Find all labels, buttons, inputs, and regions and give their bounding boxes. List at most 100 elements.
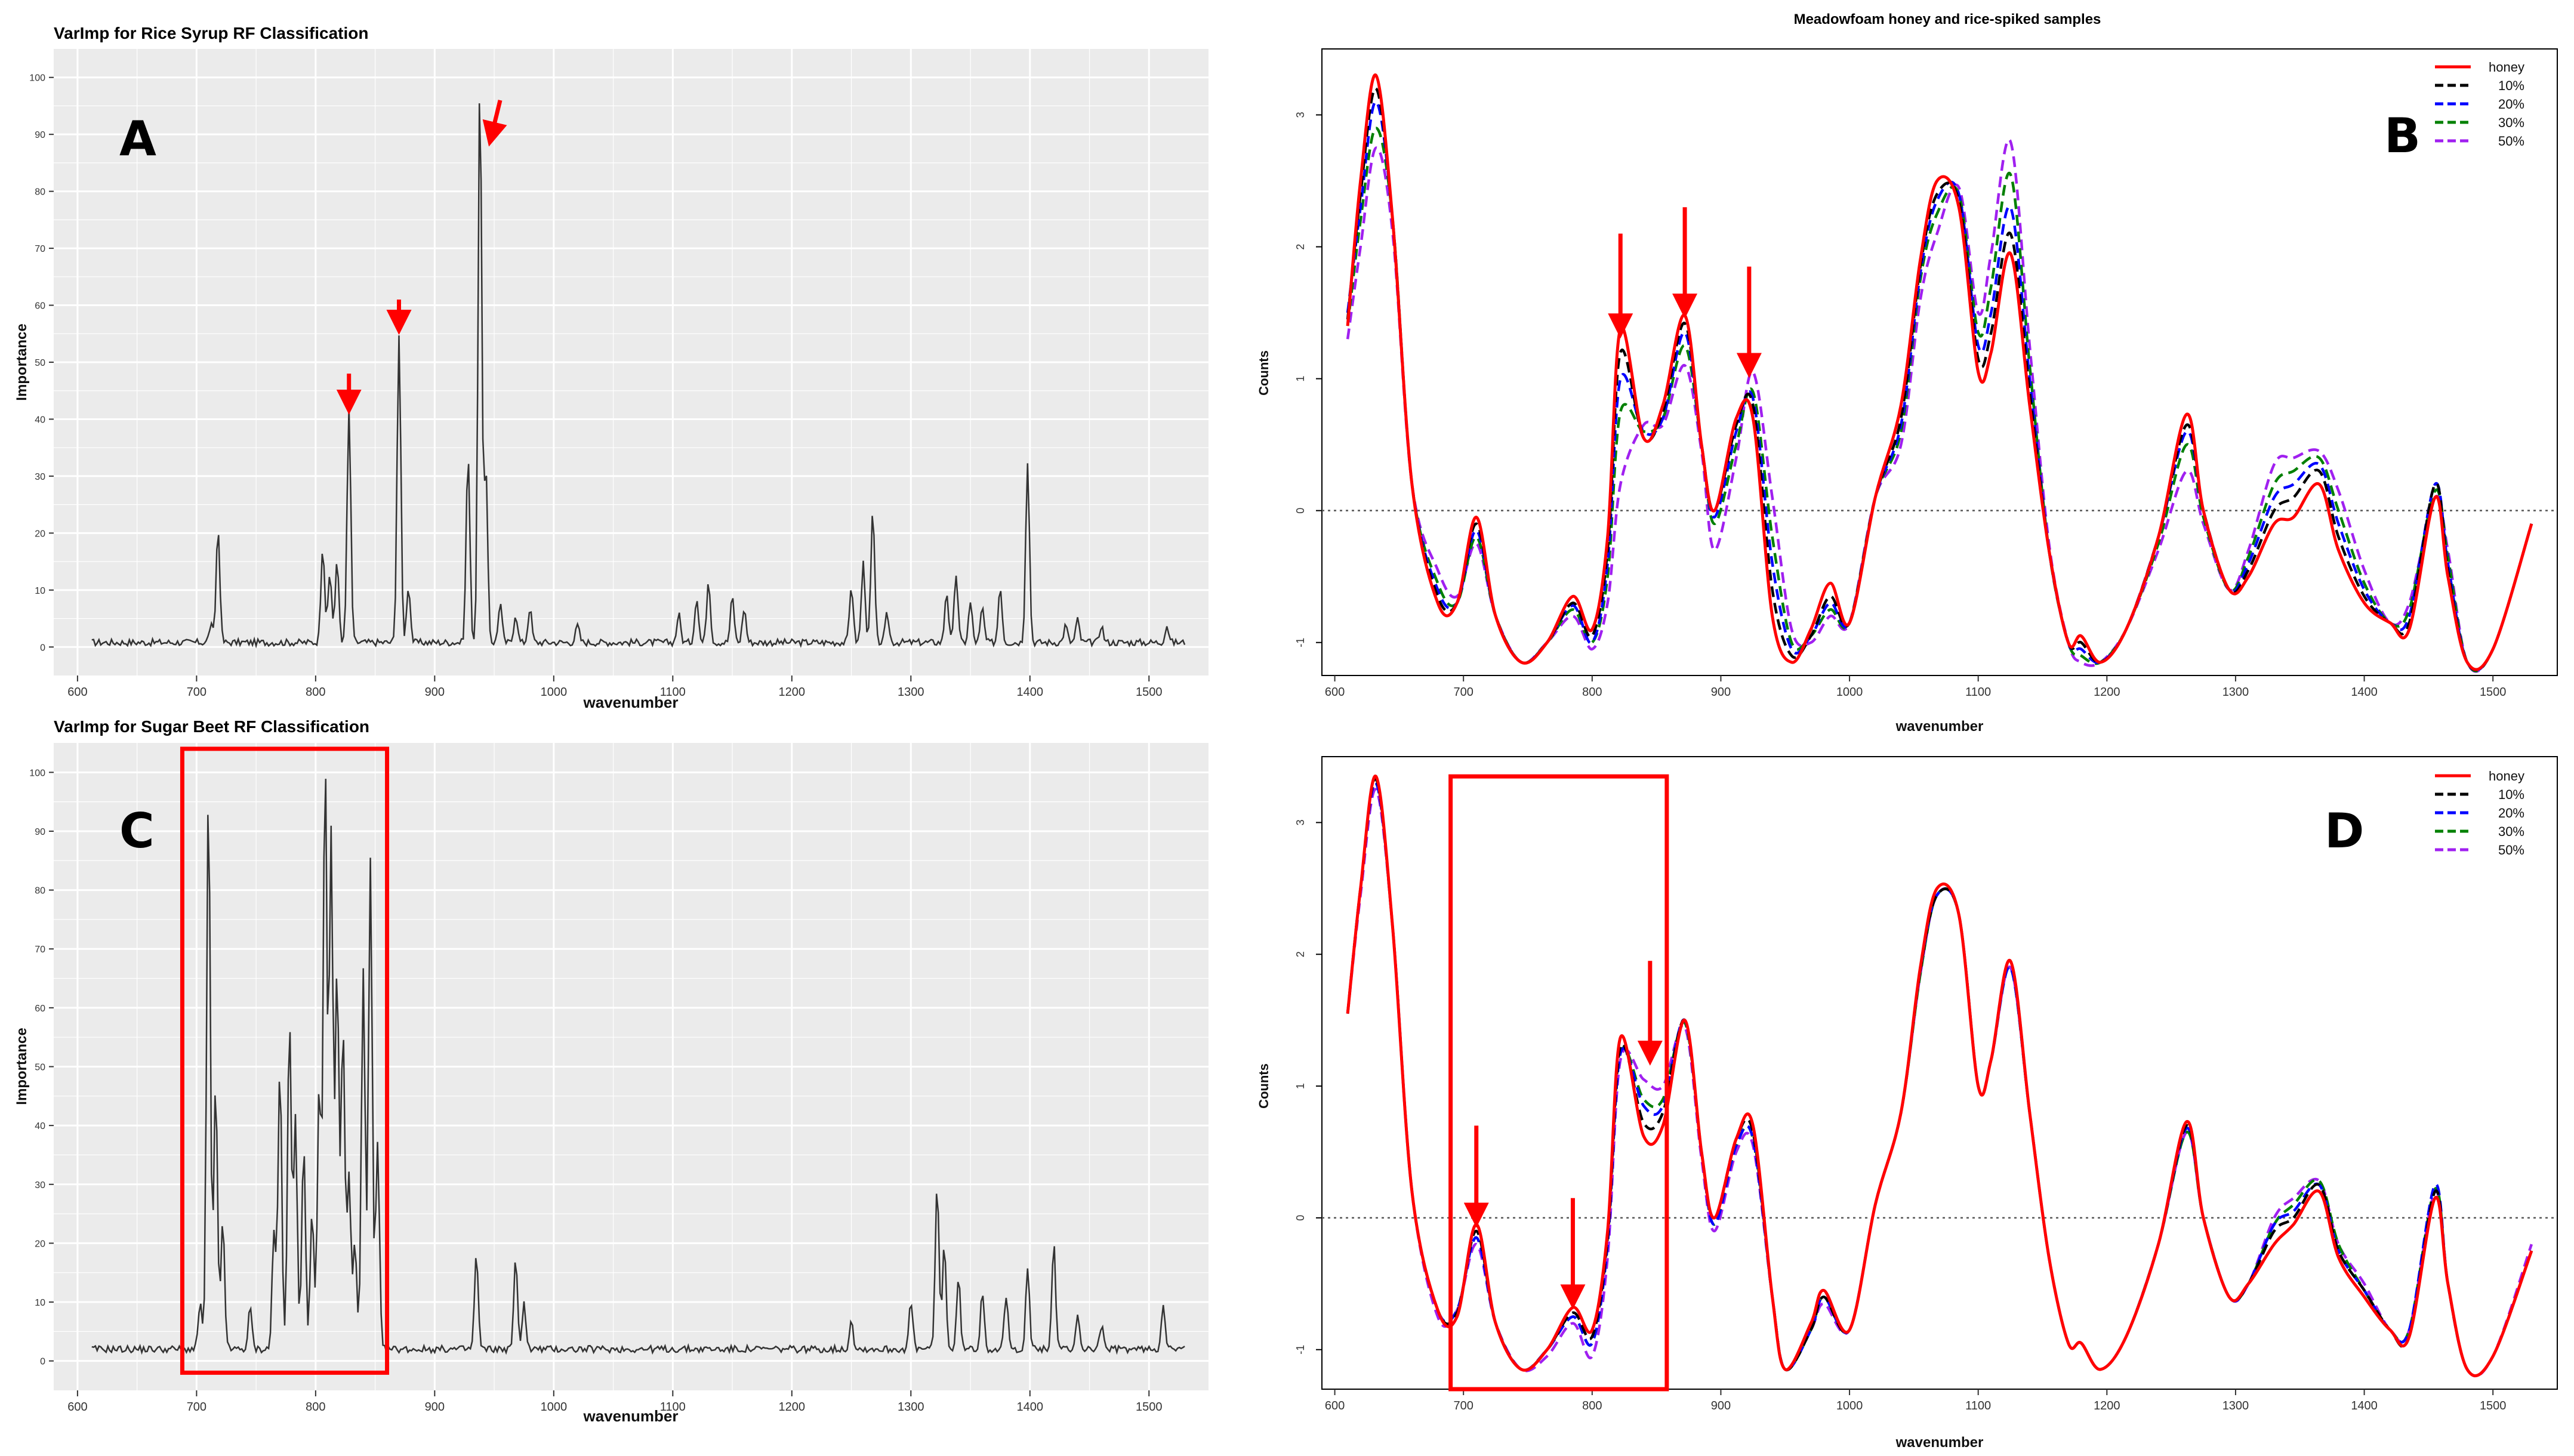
y-tick-label: 100: [29, 73, 45, 84]
legend-label: honey: [2489, 769, 2524, 783]
y-tick-label: 60: [35, 1004, 45, 1014]
panel-c-title: VarImp for Sugar Beet RF Classification: [54, 717, 369, 736]
panel-c-x-label: wavenumber: [583, 1407, 679, 1425]
x-tick-label: 1000: [1836, 686, 1863, 699]
x-tick-label: 1300: [2222, 1399, 2249, 1412]
x-tick-label: 900: [425, 686, 445, 699]
x-tick-label: 1100: [1965, 686, 1991, 699]
y-tick-label: 1: [1294, 1083, 1306, 1089]
x-tick-label: 1000: [1836, 1399, 1863, 1412]
y-tick-label: 20: [35, 1239, 45, 1249]
x-tick-label: 1300: [898, 1401, 924, 1414]
x-tick-label: 700: [187, 1401, 206, 1414]
x-tick-label: 700: [187, 686, 206, 699]
x-tick-label: 800: [1582, 686, 1602, 699]
panel-d-y-label: Counts: [1256, 1063, 1271, 1109]
annotation-box: [180, 746, 390, 1375]
y-tick-label: 1: [1294, 376, 1306, 382]
legend-label: honey: [2489, 60, 2524, 75]
x-tick-label: 1400: [2351, 1399, 2378, 1412]
panel-a-y-label: Importance: [14, 323, 30, 400]
x-tick-label: 1100: [660, 1401, 686, 1414]
x-tick-label: 1300: [2222, 686, 2249, 699]
legend-label: 20%: [2498, 806, 2524, 820]
series-line-20pct: [1346, 100, 2533, 672]
y-tick-label: 80: [35, 187, 45, 198]
legend-label: 10%: [2498, 787, 2524, 802]
x-tick-label: 1500: [1136, 686, 1163, 699]
panel-c-x-ticks: 600 700 800 900 1000 1100 1200 1300 1400 1500: [67, 1390, 1163, 1414]
series-line-honey: [1346, 775, 2533, 1377]
x-tick-label: 800: [306, 686, 325, 699]
panel-b-legend: honey 10% 20% 30% 50%: [2435, 60, 2524, 149]
y-tick-label: -1: [1294, 638, 1306, 647]
annotation-arrow: [482, 100, 507, 147]
panel-c-grid: [54, 743, 1209, 1390]
panel-d-letter: D: [2325, 803, 2364, 859]
y-tick-label: 50: [35, 358, 45, 368]
panel-b-series: [1346, 73, 2533, 673]
panel-b-title: Meadowfoam honey and rice-spiked samples: [1794, 11, 2101, 27]
panel-a-y-ticks: 0 10 20 30 40 50 60 70 80 90 100: [29, 73, 54, 653]
series-line-50pct: [1346, 138, 2533, 673]
panel-b-x-label: wavenumber: [1895, 718, 1984, 735]
panel-c-annotations: [180, 746, 390, 1375]
panel-b: Meadowfoam honey and rice-spiked samples…: [1256, 11, 2558, 735]
legend-label: 10%: [2498, 78, 2524, 93]
x-tick-label: 900: [425, 1401, 445, 1414]
x-tick-label: 1200: [779, 686, 806, 699]
y-tick-label: 50: [35, 1063, 45, 1073]
y-tick-label: 90: [35, 827, 45, 837]
legend-label: 30%: [2498, 824, 2524, 839]
x-tick-label: 1500: [2480, 686, 2507, 699]
panel-a-x-label: wavenumber: [583, 693, 679, 711]
x-tick-label: 600: [67, 686, 87, 699]
y-tick-label: 0: [40, 1357, 45, 1367]
y-tick-label: 3: [1294, 819, 1306, 825]
panel-a: VarImp for Rice Syrup RF Classification …: [14, 24, 1209, 711]
panel-a-letter: A: [119, 111, 156, 166]
panel-c-y-label: Importance: [14, 1028, 30, 1105]
panel-a-grid: [54, 49, 1209, 675]
x-tick-label: 900: [1711, 686, 1731, 699]
y-tick-label: 3: [1294, 112, 1306, 118]
panel-b-letter: B: [2384, 108, 2421, 164]
panel-b-y-ticks: -1 0 1 2 3: [1294, 112, 1322, 647]
panel-c-y-ticks: 0 10 20 30 40 50 60 70 80 90 100: [29, 768, 54, 1367]
y-tick-label: 0: [1294, 508, 1306, 514]
y-tick-label: 70: [35, 244, 45, 254]
x-tick-label: 1200: [779, 1401, 806, 1414]
y-tick-label: 0: [40, 643, 45, 653]
x-tick-label: 1300: [898, 686, 924, 699]
y-tick-label: 40: [35, 1121, 45, 1131]
panel-d-x-ticks: 600 700 800 900 1000 1100 1200 1300 1400 1500: [1325, 1389, 2506, 1412]
panel-d-plot-frame: [1321, 756, 2558, 1390]
y-tick-label: 70: [35, 945, 45, 955]
y-tick-label: 10: [35, 1298, 45, 1308]
y-tick-label: 30: [35, 1180, 45, 1190]
x-tick-label: 1000: [541, 1401, 568, 1414]
panel-d-legend: honey 10% 20% 30% 50%: [2435, 769, 2524, 857]
y-tick-label: 30: [35, 472, 45, 482]
panel-c-importance-trace: [91, 779, 1185, 1355]
x-tick-label: 1400: [2351, 686, 2378, 699]
legend-label: 50%: [2498, 843, 2524, 857]
y-tick-label: 100: [29, 768, 45, 778]
x-tick-label: 1100: [1965, 1399, 1991, 1412]
panel-d-annotations: [1448, 774, 1669, 1392]
x-tick-label: 800: [1582, 1399, 1602, 1412]
legend-label: 20%: [2498, 97, 2524, 112]
y-tick-label: 40: [35, 415, 45, 425]
y-tick-label: 0: [1294, 1215, 1306, 1221]
panel-b-plot-frame: [1321, 48, 2558, 676]
panel-b-x-ticks: 600 700 800 900 1000 1100 1200 1300 1400 1500: [1325, 675, 2507, 699]
x-tick-label: 1200: [2094, 1399, 2120, 1412]
panel-b-annotations: [1608, 207, 1762, 378]
panel-a-importance-trace: [91, 103, 1186, 649]
x-tick-label: 1500: [1136, 1401, 1163, 1414]
panel-a-annotations: [336, 100, 507, 415]
x-tick-label: 1400: [1017, 686, 1044, 699]
y-tick-label: 20: [35, 529, 45, 539]
x-tick-label: 700: [1454, 1399, 1474, 1412]
